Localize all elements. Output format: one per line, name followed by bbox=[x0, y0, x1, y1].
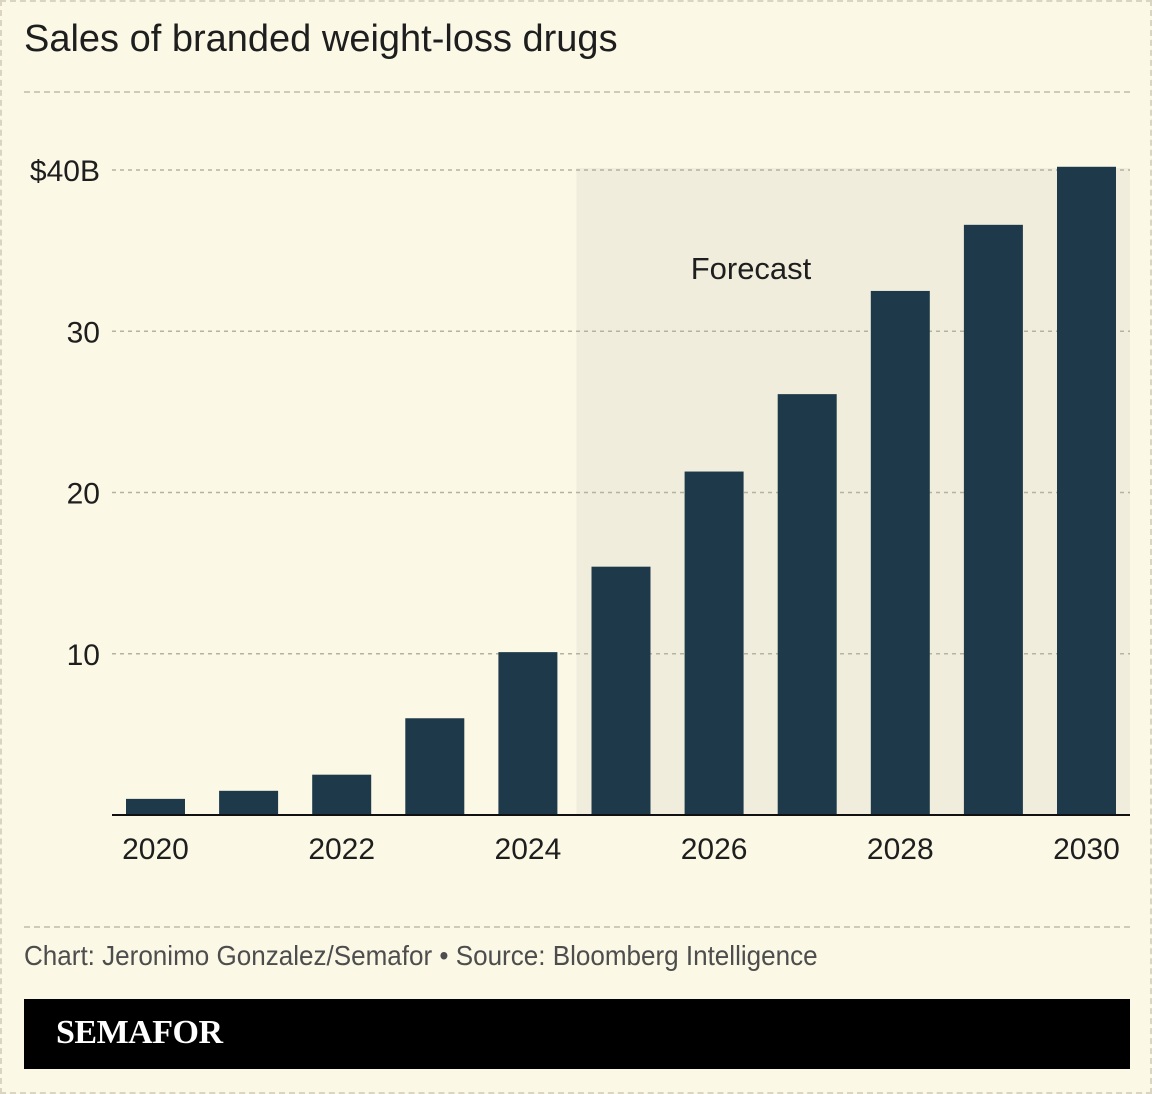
bottom-divider bbox=[24, 926, 1130, 928]
bar-2025 bbox=[591, 566, 651, 815]
bar-2021 bbox=[219, 790, 279, 815]
chart-credit: Chart: Jeronimo Gonzalez/Semafor • Sourc… bbox=[24, 940, 818, 971]
brand-bar: SEMAFOR bbox=[24, 999, 1130, 1069]
bar-2023 bbox=[405, 718, 465, 815]
bar-2029 bbox=[963, 224, 1023, 815]
bar-2030 bbox=[1057, 166, 1116, 815]
y-tick-label-20: 20 bbox=[67, 478, 100, 511]
bar-2027 bbox=[777, 394, 837, 815]
x-tick-label-2024: 2024 bbox=[495, 833, 562, 866]
x-tick-label-2022: 2022 bbox=[308, 833, 375, 866]
x-tick-label-2030: 2030 bbox=[1053, 833, 1120, 866]
semafor-logo: SEMAFOR bbox=[56, 1014, 223, 1051]
bar-2020 bbox=[126, 798, 185, 815]
x-tick-label-2026: 2026 bbox=[681, 833, 748, 866]
bar-2024 bbox=[498, 652, 558, 815]
x-tick-label-2028: 2028 bbox=[867, 833, 934, 866]
top-divider bbox=[24, 91, 1130, 93]
forecast-label: Forecast bbox=[691, 251, 812, 286]
bar-2028 bbox=[870, 290, 930, 815]
bar-2026 bbox=[684, 471, 744, 815]
y-tick-label-40: $40B bbox=[30, 155, 100, 188]
bar-2022 bbox=[312, 774, 372, 815]
x-tick-label-2020: 2020 bbox=[122, 833, 189, 866]
y-tick-label-30: 30 bbox=[67, 316, 100, 349]
chart-title: Sales of branded weight-loss drugs bbox=[24, 18, 618, 60]
forecast-region bbox=[576, 168, 1130, 815]
y-tick-label-10: 10 bbox=[67, 639, 100, 672]
